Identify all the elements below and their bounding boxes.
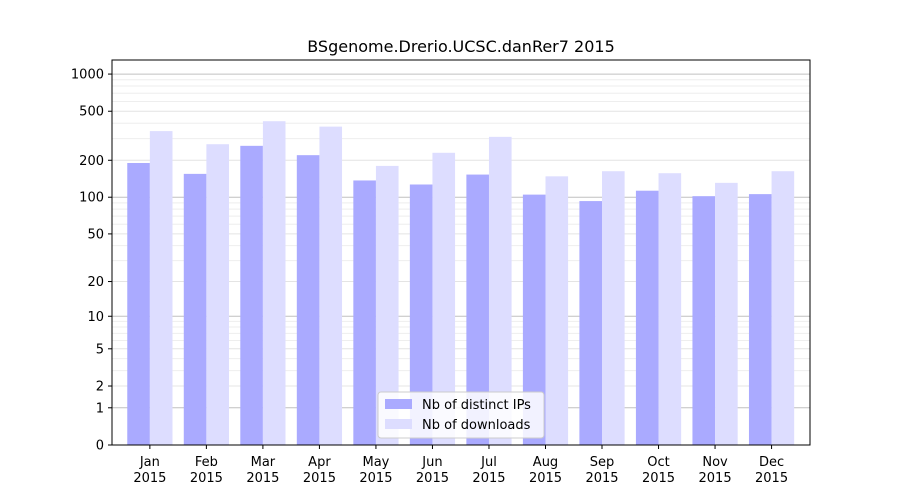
bar-distinct-ips [748,194,772,445]
y-tick-label: 0 [96,439,104,454]
x-tick-label-year: 2015 [359,471,392,486]
x-tick-label-month: Mar [251,455,276,470]
x-tick-label-month: Jul [480,455,497,470]
y-tick-label: 50 [87,227,104,242]
legend: Nb of distinct IPs Nb of downloads [377,391,545,439]
x-tick-label-month: Oct [647,455,669,470]
bar-distinct-ips [127,163,150,446]
x-tick-label-year: 2015 [699,471,732,486]
legend-swatch [385,419,412,429]
bar-downloads [149,131,173,446]
x-tick-label-year: 2015 [190,471,223,486]
y-tick-label: 1 [96,401,104,416]
bar-downloads [488,136,512,445]
y-tick-label: 500 [79,105,104,120]
plot-frame [111,59,811,446]
bar-downloads [319,126,343,445]
x-tick-label-year: 2015 [246,471,279,486]
x-tick-label-year: 2015 [585,471,618,486]
y-tick-label: 2 [96,380,104,395]
y-tick-label: 1000 [71,68,104,83]
bars [127,121,795,446]
bar-downloads [545,176,569,445]
x-tick-label-month: Jun [421,455,442,470]
bar-downloads [375,165,399,446]
bar-downloads [658,173,682,445]
chart-title: BSgenome.Drerio.UCSC.danRer7 2015 [307,37,615,56]
bar-distinct-ips [183,173,207,445]
legend-box [377,391,545,439]
bar-distinct-ips [466,174,489,446]
bar-distinct-ips [579,201,603,445]
x-tick-label-month: Dec [759,455,784,470]
bar-distinct-ips [409,184,433,446]
x-tick-label-year: 2015 [133,471,166,486]
bar-distinct-ips [296,155,320,446]
x-tick-label-year: 2015 [303,471,336,486]
legend-label: Nb of downloads [422,418,531,433]
x-tick-label-month: Jan [139,455,160,470]
x-tick-label-year: 2015 [529,471,562,486]
x-tick-label-year: 2015 [416,471,449,486]
bar-downloads [715,182,738,445]
x-tick-label-month: Nov [702,455,728,470]
x-tick-label-month: Apr [308,455,331,470]
y-tick-label: 200 [79,154,104,169]
bar-distinct-ips [522,194,546,445]
x-tick-label-month: Feb [195,455,218,470]
bar-downloads [206,144,229,446]
x-tick-label-year: 2015 [755,471,788,486]
x-tick-label-year: 2015 [642,471,675,486]
y-axis: 0 1 2 5 10 20 50 100 200 500 1000 [71,68,112,454]
x-tick-label-month: May [362,455,389,470]
bar-distinct-ips [353,180,376,446]
legend-swatch [385,399,412,409]
y-tick-label: 5 [96,342,104,357]
x-tick-label-month: Sep [590,455,615,470]
y-tick-label: 10 [87,310,104,325]
bar-downloads [771,171,795,446]
bar-distinct-ips [635,190,659,445]
bar-downloads [262,121,286,446]
bar-downloads [432,152,456,445]
y-tick-label: 20 [87,275,104,290]
legend-label: Nb of distinct IPs [422,398,531,413]
x-axis: Jan2015Feb2015Mar2015Apr2015May2015Jun20… [133,445,788,486]
bar-distinct-ips [240,145,263,445]
x-tick-label-year: 2015 [472,471,505,486]
x-tick-label-month: Aug [533,455,558,470]
bar-distinct-ips [692,196,716,445]
bar-downloads [602,171,625,446]
y-tick-label: 100 [79,191,104,206]
